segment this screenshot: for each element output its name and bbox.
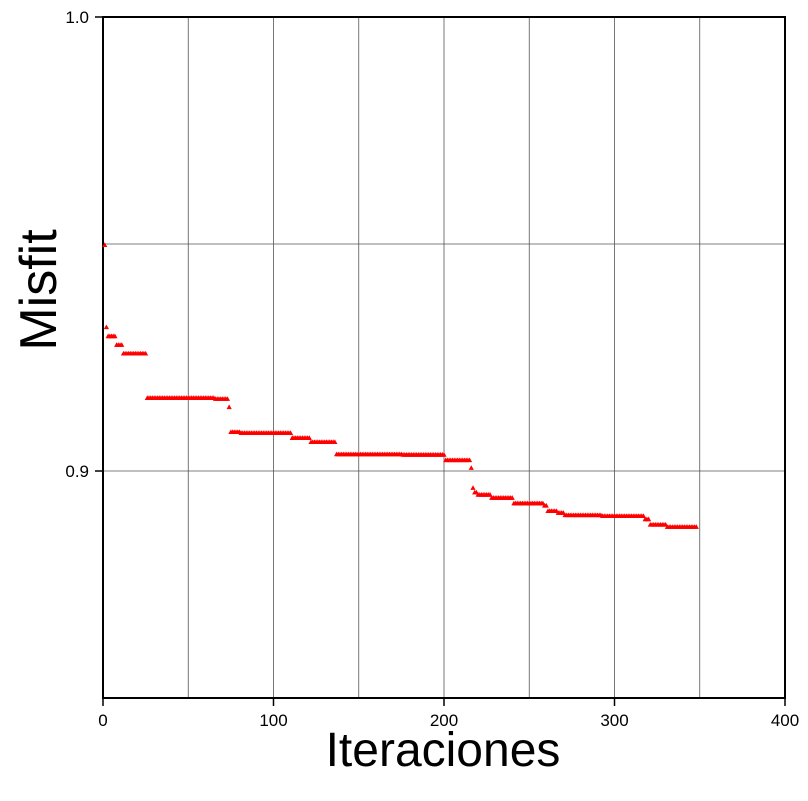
data-point <box>543 502 549 508</box>
data-point <box>441 452 447 457</box>
data-point <box>487 492 493 497</box>
data-point <box>224 396 231 401</box>
data-point <box>509 495 515 500</box>
data-point <box>119 342 125 347</box>
data-point <box>287 430 294 435</box>
data-point <box>103 324 110 330</box>
data-point <box>226 404 232 410</box>
data-point <box>470 485 476 490</box>
x-tick-label: 100 <box>259 711 287 730</box>
data-point <box>112 333 118 339</box>
data-points <box>102 242 699 529</box>
data-point <box>332 439 338 445</box>
x-axis-title: Iteraciones <box>326 724 561 777</box>
data-point <box>102 242 108 247</box>
data-point <box>306 435 312 440</box>
x-tick-label: 200 <box>430 711 458 730</box>
x-tick-label: 400 <box>771 711 799 730</box>
y-axis-title: Misfit <box>10 229 68 351</box>
data-point <box>693 524 699 529</box>
data-point <box>646 516 652 522</box>
axis-ticks: 0 100 200 300 400 1.0 0.9 <box>65 8 799 730</box>
x-tick-label: 300 <box>600 711 628 730</box>
data-point <box>466 457 473 463</box>
data-point <box>143 350 149 356</box>
y-tick-label: 1.0 <box>65 8 89 27</box>
y-tick-label: 0.9 <box>65 462 89 481</box>
data-point <box>468 465 474 470</box>
x-tick-label: 0 <box>98 711 107 730</box>
grid <box>103 17 785 698</box>
data-point <box>640 513 647 519</box>
